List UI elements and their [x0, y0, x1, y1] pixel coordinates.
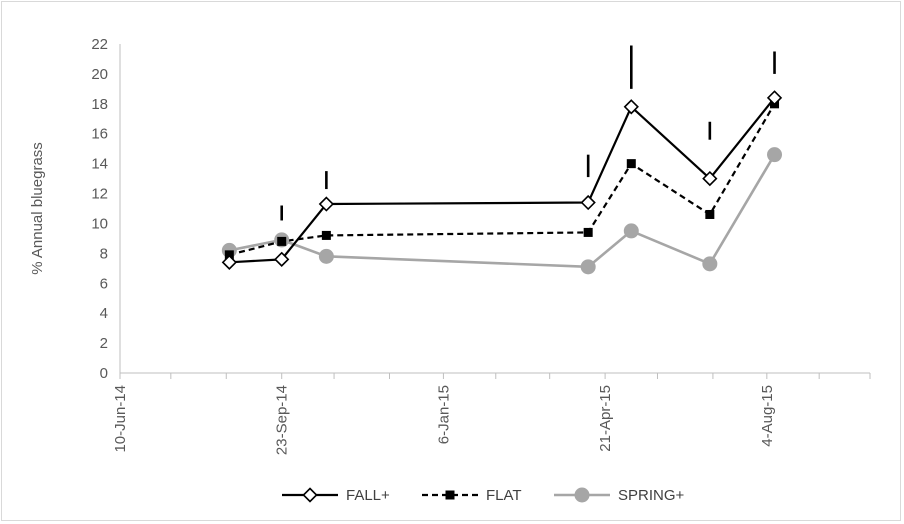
x-tick-labels: 10-Jun-14 23-Sep-14 6-Jan-15 21-Apr-15 4-Aug… [112, 385, 776, 455]
marker-fall-plus [766, 90, 783, 106]
y-tick-label: 4 [100, 305, 108, 322]
marker-flat [445, 490, 455, 500]
marker-fall-plus [274, 251, 290, 267]
axes [119, 44, 871, 379]
x-tick-label: 6-Jan-15 [435, 385, 452, 444]
marker-fall-plus [302, 487, 318, 503]
legend-label: FALL+ [346, 487, 390, 504]
error-bars [280, 45, 776, 221]
marker-spring-plus [767, 147, 783, 163]
series-markers [221, 90, 783, 275]
marker-spring-plus [702, 256, 718, 272]
y-tick-label: 6 [100, 275, 108, 292]
y-tick-label: 10 [91, 215, 108, 232]
y-tick-label: 22 [91, 36, 108, 53]
y-axis-label: % Annual bluegrass [29, 142, 46, 275]
y-tick-labels: 0 2 4 6 8 10 12 14 16 18 20 22 [91, 36, 108, 382]
marker-spring-plus [574, 487, 590, 503]
legend-label: SPRING+ [618, 487, 685, 504]
marker-fall-plus [580, 194, 596, 211]
y-tick-label: 20 [91, 66, 108, 83]
x-tick-label: 21-Apr-15 [597, 385, 614, 452]
x-tick-label: 4-Aug-15 [759, 385, 776, 447]
marker-flat [626, 159, 636, 169]
series-line-flat [229, 103, 776, 256]
marker-fall-plus [318, 196, 334, 212]
legend: FALL+ FLAT SPRING+ [282, 487, 685, 504]
y-tick-label: 18 [91, 96, 108, 113]
marker-fall-plus [221, 254, 237, 270]
marker-spring-plus [623, 223, 639, 239]
x-tick-label: 10-Jun-14 [112, 385, 129, 453]
y-tick-label: 8 [100, 245, 108, 262]
marker-flat [277, 236, 287, 246]
marker-fall-plus [702, 170, 718, 187]
series-lines [229, 97, 776, 269]
y-tick-label: 14 [91, 156, 108, 173]
marker-spring-plus [318, 248, 334, 264]
marker-flat [583, 227, 593, 237]
y-tick-label: 0 [100, 365, 108, 382]
y-tick-label: 16 [91, 126, 108, 143]
x-tick-label: 23-Sep-14 [274, 385, 291, 455]
marker-flat [321, 230, 331, 240]
marker-spring-plus [580, 259, 596, 275]
marker-fall-plus [623, 99, 639, 115]
legend-label: FLAT [486, 487, 522, 504]
marker-flat [705, 209, 715, 219]
series-line-spring-plus [229, 154, 776, 269]
y-tick-label: 2 [100, 335, 108, 352]
y-tick-label: 12 [91, 186, 108, 203]
